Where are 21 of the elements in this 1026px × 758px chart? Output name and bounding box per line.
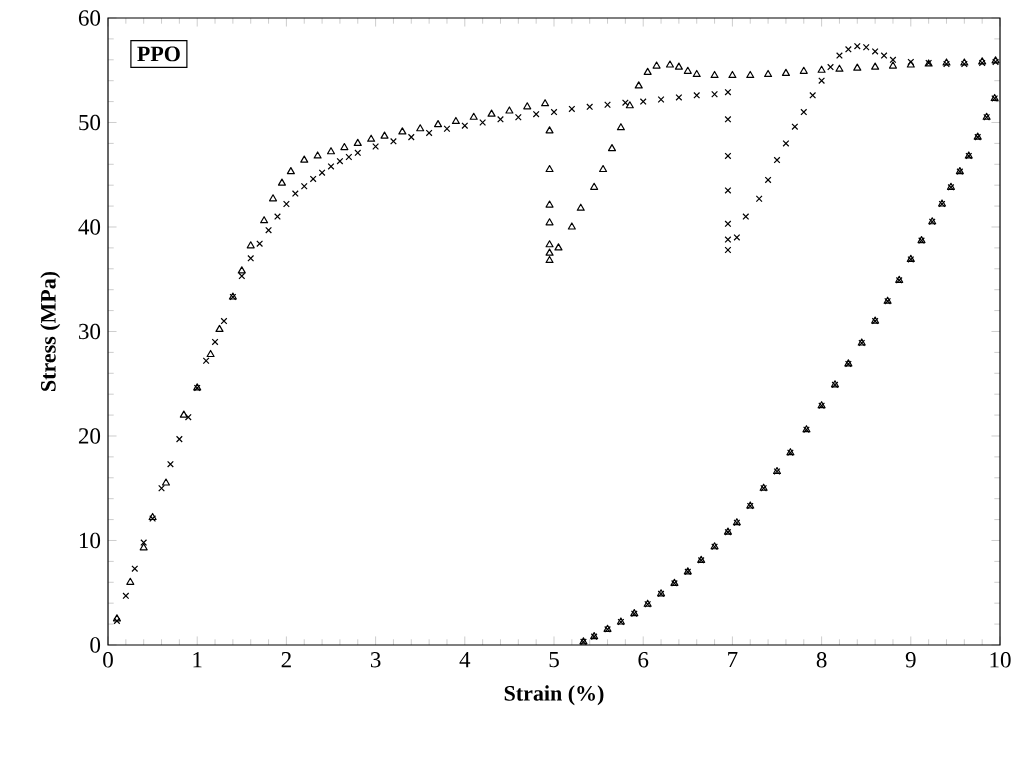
x-tick-label: 7 xyxy=(728,652,738,668)
y-tick-label: 60 xyxy=(78,10,101,26)
x-tick-label: 9 xyxy=(905,652,916,668)
y-tick-label: 30 xyxy=(79,323,101,340)
x-tick-label: 2 xyxy=(281,652,291,668)
annotation: PPO xyxy=(137,46,180,62)
y-axis-title: Stress (MPa) xyxy=(40,271,61,391)
x-tick-label: 6 xyxy=(638,652,649,668)
y-tick-label: 40 xyxy=(78,219,101,235)
x-tick-label: 4 xyxy=(459,652,471,668)
x-axis-title: Strain (%) xyxy=(504,685,604,706)
x-tick-label: 5 xyxy=(549,652,559,668)
y-tick-label: 0 xyxy=(90,637,101,653)
y-tick-label: 10 xyxy=(79,532,101,549)
x-tick-label: 10 xyxy=(990,652,1011,668)
x-tick-label: 8 xyxy=(816,652,827,668)
x-tick-label: 1 xyxy=(193,652,202,668)
y-tick-label: 20 xyxy=(78,428,101,444)
x-tick-label: 3 xyxy=(370,652,381,668)
y-tick-label: 50 xyxy=(79,114,101,131)
x-tick-label: 0 xyxy=(103,652,113,668)
